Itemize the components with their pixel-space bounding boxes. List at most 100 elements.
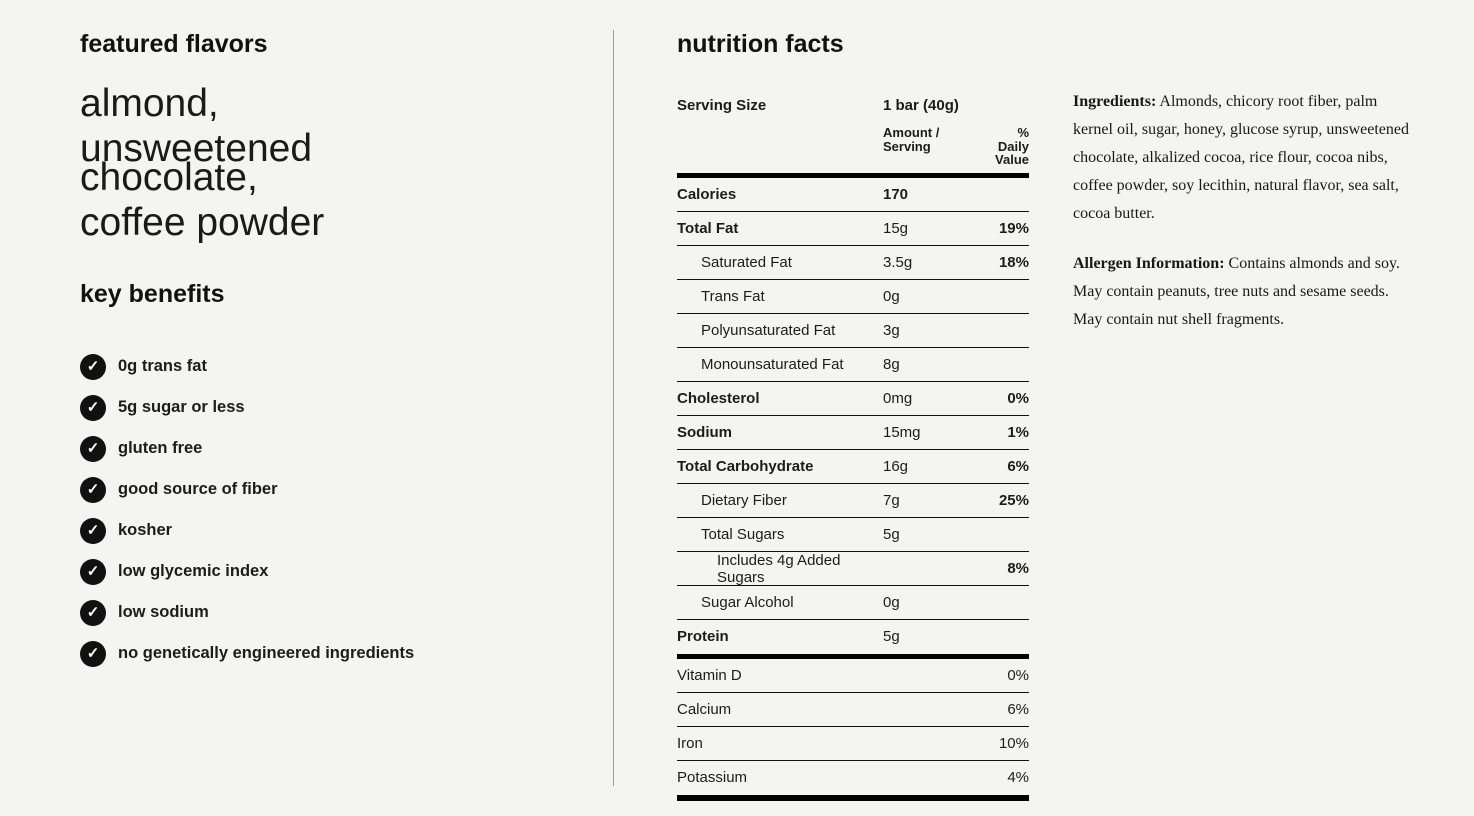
table-row: Sodium 15mg 1% — [677, 416, 1029, 450]
table-row: Sugar Alcohol 0g — [677, 586, 1029, 620]
serving-size-value: 1 bar (40g) — [883, 96, 959, 114]
nutrient-label: Sodium — [677, 423, 732, 441]
nutrient-amount: 16g — [883, 457, 909, 475]
checkmark-icon: ✓ — [80, 558, 106, 585]
benefit-item: ✓ low glycemic index — [80, 551, 600, 592]
nutrient-label: Protein — [677, 628, 729, 645]
nutrient-label: Cholesterol — [677, 389, 760, 407]
nutrient-label: Total Sugars — [701, 525, 785, 543]
checkmark-icon: ✓ — [80, 394, 106, 421]
allergen-label: Allergen Information: — [1073, 255, 1225, 272]
nutrient-label: Total Fat — [677, 219, 739, 237]
nutrition-facts-heading: nutrition facts — [677, 30, 844, 58]
nutrient-daily-value: 0% — [1007, 389, 1029, 407]
nutrient-label: Saturated Fat — [701, 253, 792, 271]
nutrient-label: Includes 4g Added Sugars — [717, 551, 841, 586]
table-row: Vitamin D 0% — [677, 659, 1029, 693]
benefit-label: low glycemic index — [118, 562, 269, 580]
benefit-item: ✓ 5g sugar or less — [80, 387, 600, 428]
nutrient-amount: 0g — [883, 593, 900, 611]
table-row: Iron 10% — [677, 727, 1029, 761]
nutrient-amount: 8g — [883, 355, 900, 373]
ingredients-label: Ingredients: — [1073, 93, 1157, 110]
mineral-label: Vitamin D — [677, 666, 742, 684]
table-row: Calcium 6% — [677, 693, 1029, 727]
table-row: Potassium 4% — [677, 761, 1029, 795]
nutrient-amount: 3g — [883, 321, 900, 339]
benefit-item: ✓ no genetically engineered ingredients — [80, 633, 600, 674]
key-benefits-heading: key benefits — [80, 280, 225, 308]
nutrient-daily-value: 25% — [998, 491, 1029, 509]
flavors-benefits-section: featured flavors almond, unsweetened cho… — [80, 30, 600, 674]
mineral-rows: Vitamin D 0% Calcium 6% Iron 10% Potassi… — [677, 659, 1029, 795]
amount-column-header: Amount / Serving — [883, 125, 940, 154]
vertical-divider — [613, 30, 614, 786]
nutrient-amount: 170 — [883, 185, 909, 203]
featured-flavors-heading: featured flavors — [80, 30, 268, 58]
nutrition-facts-section: nutrition facts Serving Size 1 bar (40g)… — [677, 30, 1029, 801]
benefit-label: 5g sugar or less — [118, 398, 245, 416]
nutrient-amount: 5g — [883, 628, 900, 645]
nutrient-amount: 5g — [883, 525, 900, 543]
benefit-label: good source of fiber — [118, 480, 278, 498]
nutrient-amount: 0mg — [883, 389, 913, 407]
benefit-item: ✓ kosher — [80, 510, 600, 551]
flavor-item: almond, — [80, 82, 219, 125]
flavor-item: coffee powder — [80, 201, 325, 244]
table-row: Trans Fat 0g — [677, 280, 1029, 314]
checkmark-icon: ✓ — [80, 640, 106, 667]
table-bottom-bar — [677, 794, 1029, 801]
table-row: Saturated Fat 3.5g 18% — [677, 246, 1029, 280]
daily-value-column-header: % Daily Value — [995, 125, 1029, 167]
nutrient-daily-value: 8% — [1007, 560, 1029, 577]
checkmark-icon: ✓ — [80, 599, 106, 626]
benefit-item: ✓ gluten free — [80, 428, 600, 469]
table-divider-bar — [677, 653, 1029, 659]
nutrient-daily-value: 6% — [1007, 457, 1029, 475]
benefit-label: low sodium — [118, 603, 209, 621]
benefit-label: gluten free — [118, 439, 203, 457]
table-row: Dietary Fiber 7g 25% — [677, 484, 1029, 518]
table-row: Monounsaturated Fat 8g — [677, 348, 1029, 382]
nutrient-amount: 15mg — [883, 423, 921, 441]
nutrient-amount: 7g — [883, 491, 900, 509]
checkmark-icon: ✓ — [80, 353, 106, 380]
table-divider-bar — [677, 172, 1029, 178]
mineral-daily-value: 6% — [1007, 700, 1029, 718]
table-column-headers: Amount / Serving % Daily Value — [677, 126, 1029, 167]
ingredients-section: Ingredients: Almonds, chicory root fiber… — [1073, 88, 1419, 356]
nutrient-label: Calories — [677, 185, 737, 203]
mineral-daily-value: 10% — [998, 734, 1029, 752]
nutrient-label: Sugar Alcohol — [701, 593, 794, 611]
benefit-label: no genetically engineered ingredients — [118, 644, 415, 662]
benefits-list: ✓ 0g trans fat ✓ 5g sugar or less ✓ glut… — [80, 346, 600, 674]
mineral-daily-value: 0% — [1007, 666, 1029, 684]
table-row: Calories 170 — [677, 178, 1029, 212]
table-row: Polyunsaturated Fat 3g — [677, 314, 1029, 348]
allergen-text: Contains almonds and soy. May contain pe… — [1073, 255, 1400, 328]
ingredients-text: Almonds, chicory root fiber, palm kernel… — [1073, 93, 1410, 222]
benefit-item: ✓ good source of fiber — [80, 469, 600, 510]
checkmark-icon: ✓ — [80, 517, 106, 544]
table-row: Total Carbohydrate 16g 6% — [677, 450, 1029, 484]
nutrient-label: Dietary Fiber — [701, 491, 787, 509]
nutrient-amount: 0g — [883, 287, 900, 305]
checkmark-icon: ✓ — [80, 476, 106, 503]
nutrient-daily-value: 1% — [1007, 423, 1029, 441]
table-row: Protein 5g — [677, 620, 1029, 654]
nutrient-label: Polyunsaturated Fat — [701, 321, 836, 339]
flavor-list: almond, unsweetened chocolate, coffee po… — [80, 82, 410, 244]
benefit-item: ✓ 0g trans fat — [80, 346, 600, 387]
mineral-label: Potassium — [677, 769, 748, 786]
table-row: Total Sugars 5g — [677, 518, 1029, 552]
table-row: Total Fat 15g 19% — [677, 212, 1029, 246]
nutrient-amount: 3.5g — [883, 253, 913, 271]
benefit-label: 0g trans fat — [118, 357, 207, 375]
ingredients-paragraph: Ingredients: Almonds, chicory root fiber… — [1073, 88, 1419, 228]
serving-size-row: Serving Size 1 bar (40g) — [677, 96, 1029, 114]
allergen-paragraph: Allergen Information: Contains almonds a… — [1073, 250, 1419, 334]
nutrient-amount: 15g — [883, 219, 909, 237]
table-row: Cholesterol 0mg 0% — [677, 382, 1029, 416]
nutrient-label: Trans Fat — [701, 287, 765, 305]
flavor-item: unsweetened chocolate, — [80, 127, 313, 199]
